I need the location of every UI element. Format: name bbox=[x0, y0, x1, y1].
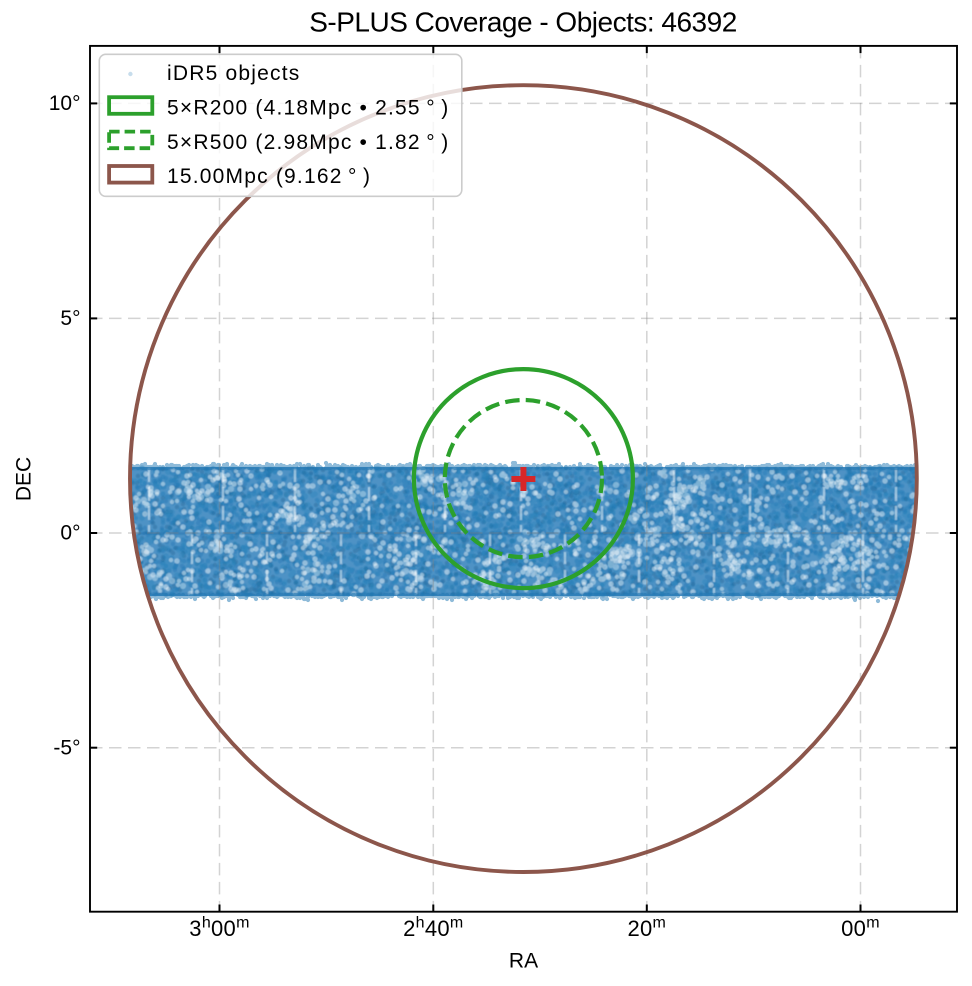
svg-text:0°: 0° bbox=[60, 522, 80, 545]
svg-text:5°: 5° bbox=[60, 307, 80, 330]
svg-text:DEC: DEC bbox=[13, 457, 36, 501]
svg-text:15.00Mpc (9.162 ° ): 15.00Mpc (9.162 ° ) bbox=[167, 165, 371, 188]
svg-text:10°: 10° bbox=[49, 92, 81, 115]
svg-text:2h40m: 2h40m bbox=[403, 915, 463, 941]
svg-text:00m: 00m bbox=[841, 915, 880, 941]
svg-text:5×R200 (4.18Mpc • 2.55 ° ): 5×R200 (4.18Mpc • 2.55 ° ) bbox=[167, 96, 449, 119]
svg-text:iDR5 objects: iDR5 objects bbox=[167, 62, 300, 85]
svg-text:RA: RA bbox=[509, 950, 538, 973]
svg-text:-5°: -5° bbox=[53, 736, 80, 759]
svg-text:5×R500 (2.98Mpc • 1.82 ° ): 5×R500 (2.98Mpc • 1.82 ° ) bbox=[167, 131, 449, 154]
svg-text:S-PLUS Coverage - Objects: 463: S-PLUS Coverage - Objects: 46392 bbox=[309, 7, 737, 38]
